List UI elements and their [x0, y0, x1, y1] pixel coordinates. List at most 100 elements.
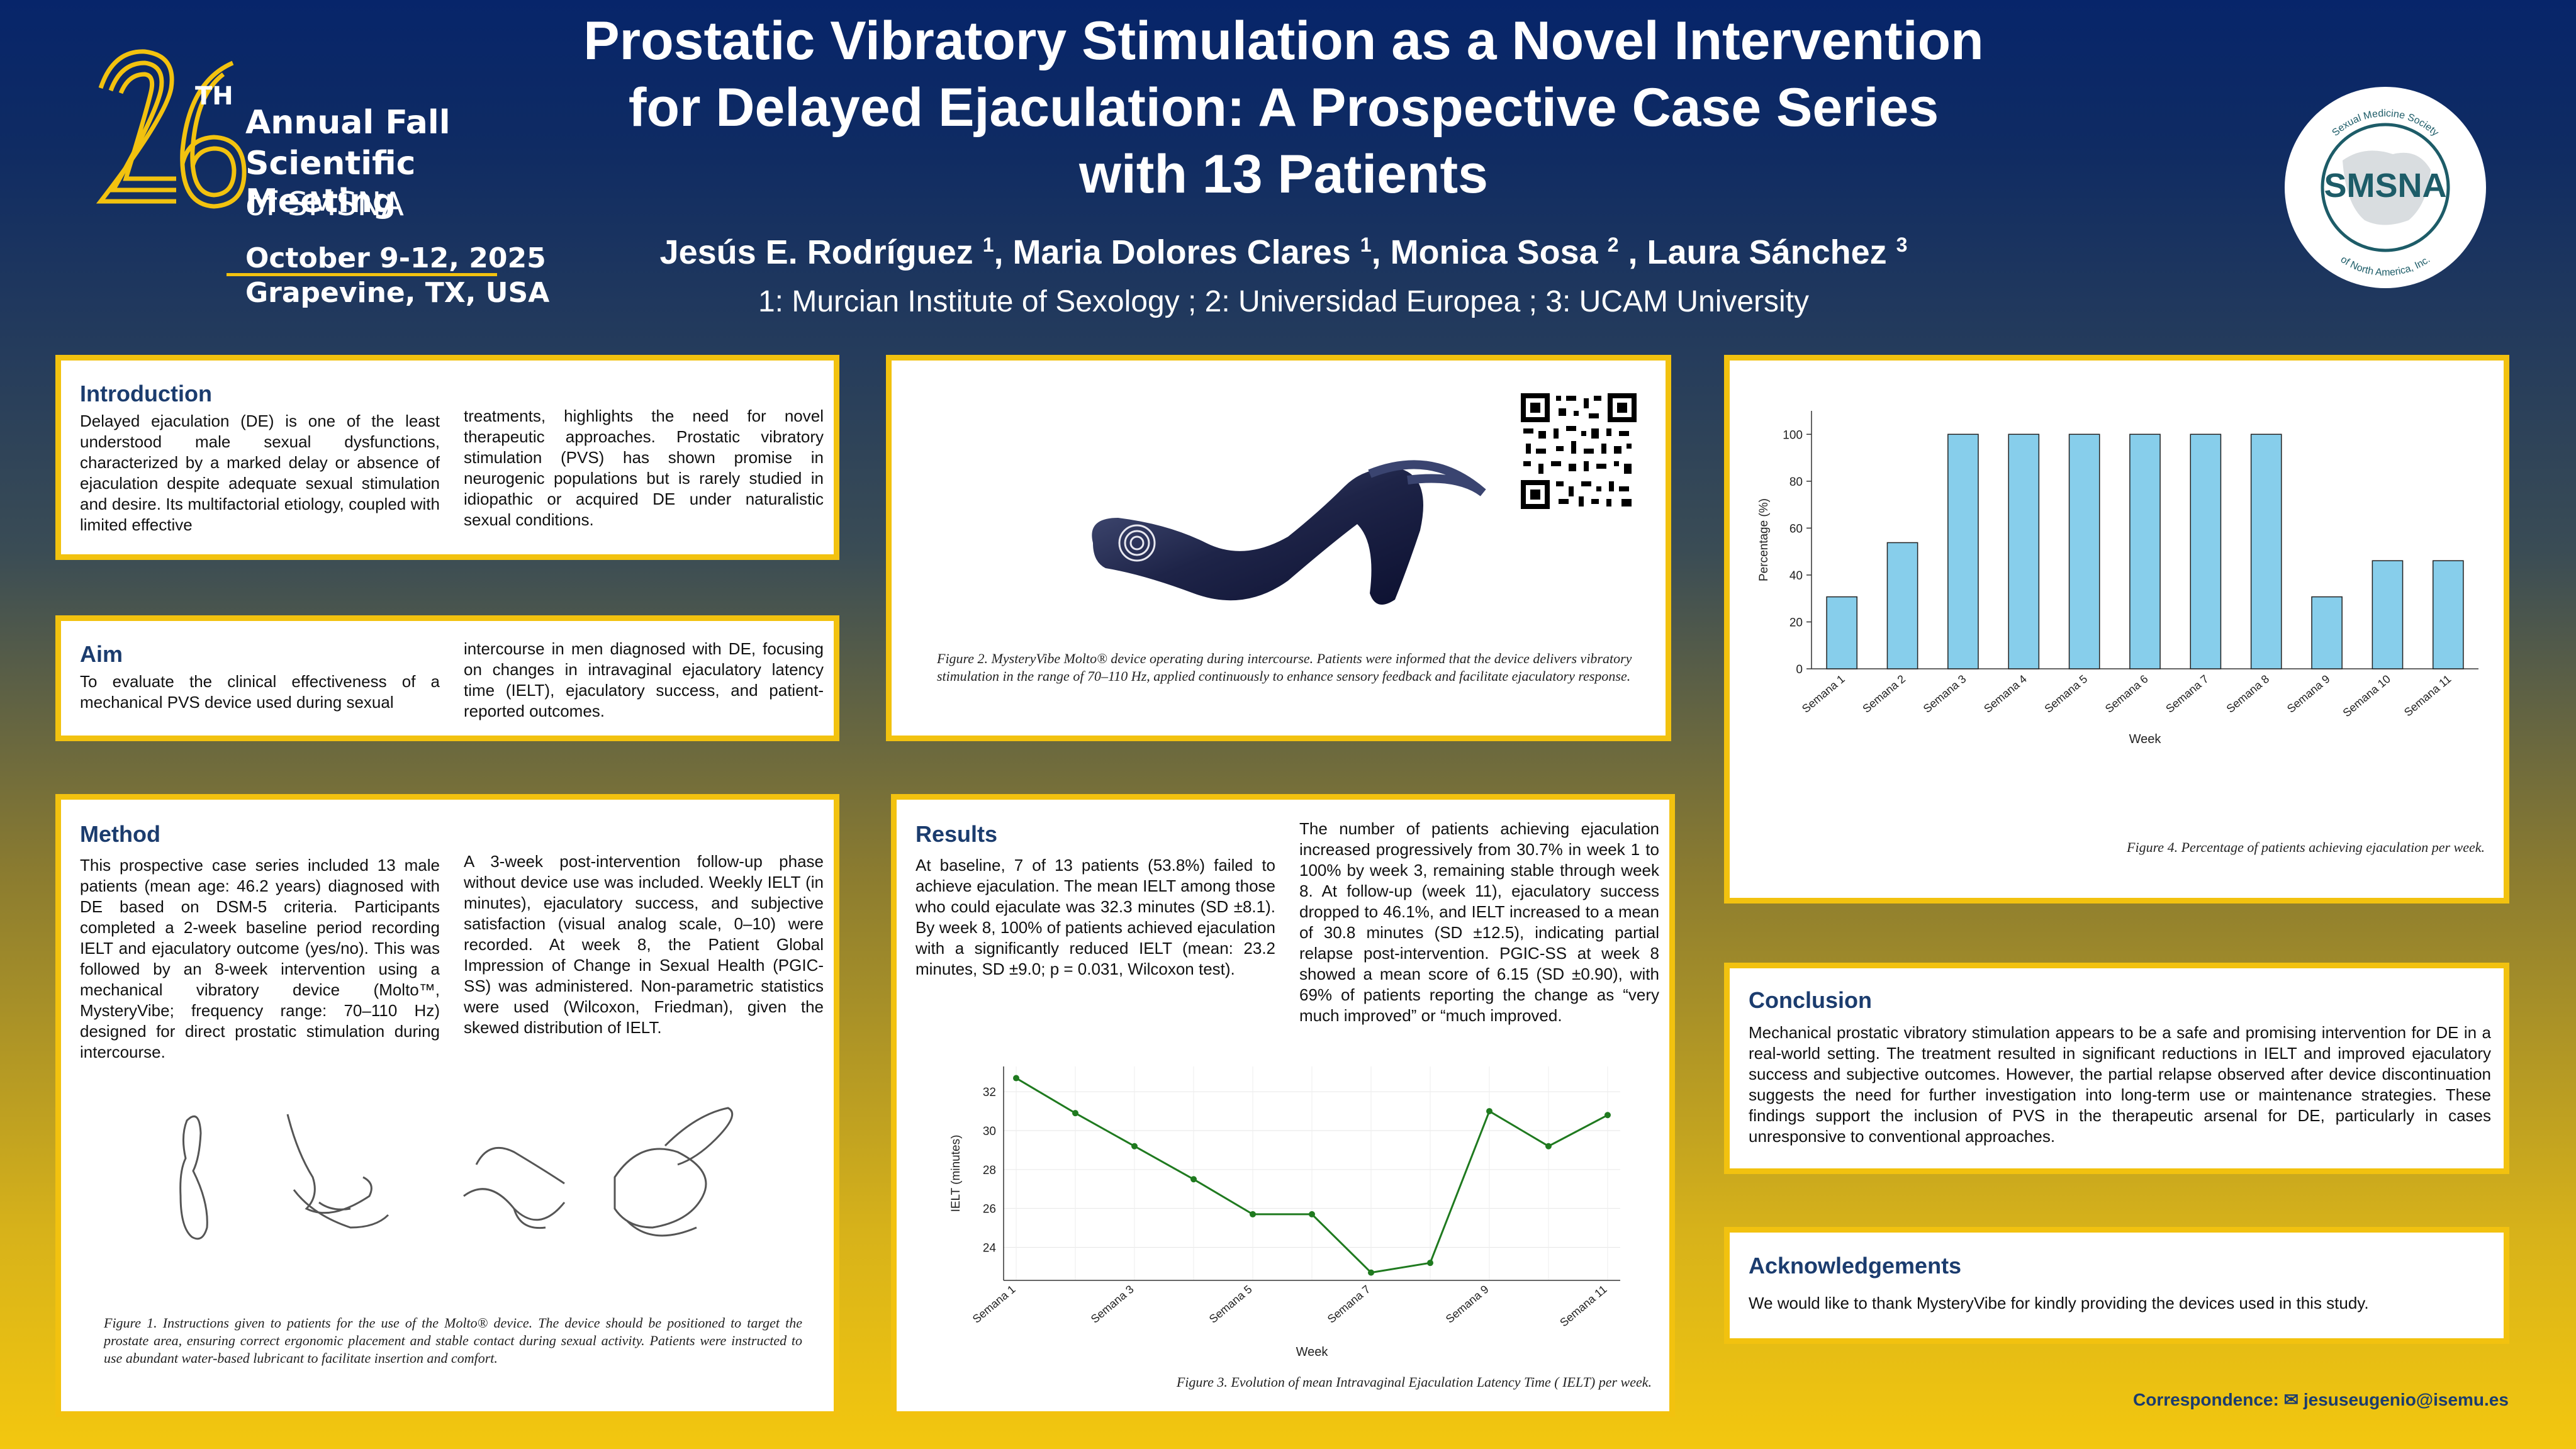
ielt-point — [1309, 1211, 1315, 1217]
introduction-panel: Introduction Delayed ejaculation (DE) is… — [55, 355, 839, 560]
figure4-caption: Figure 4. Percentage of patients achievi… — [2127, 839, 2485, 855]
x-tick-label: Semana 8 — [2224, 673, 2272, 715]
y-axis-label: IELT (minutes) — [949, 1135, 963, 1212]
conclusion-panel: Conclusion Mechanical prostatic vibrator… — [1724, 963, 2509, 1174]
x-axis-label: Week — [1296, 1345, 1329, 1356]
qr-code-icon[interactable] — [1521, 393, 1637, 509]
success-bar-chart: 0 20 40 60 80 100 Semana 1 Semana 2 Semana 3 Sema… — [1757, 411, 2478, 746]
x-tick-label: Semana 4 — [1981, 673, 2029, 715]
y-tick-label: 100 — [1783, 428, 1803, 442]
x-tick-label: Semana 6 — [2103, 673, 2151, 715]
meeting-number-suffix: TH — [195, 82, 233, 111]
aim-col1: To evaluate the clinical effectiveness o… — [80, 672, 440, 712]
meeting-line1: Annual Fall — [245, 104, 451, 142]
bar — [2008, 434, 2040, 669]
affiliations: 1: Murcian Institute of Sexology ; 2: Un… — [758, 285, 1810, 318]
conclusion-heading: Conclusion — [1749, 987, 1872, 1013]
x-tick-label: Semana 3 — [1921, 673, 1969, 715]
bar — [2372, 560, 2404, 669]
meeting-logo: TH 26 Annual Fall Scientific Meeting of … — [88, 44, 566, 315]
ielt-point — [1013, 1075, 1019, 1082]
title-line-1: Prostatic Vibratory Stimulation as a Nov… — [583, 11, 1984, 71]
meeting-line2: Scientific Meeting — [245, 145, 416, 220]
method-col1: This prospective case series included 13… — [80, 856, 440, 1061]
results-col1: At baseline, 7 of 13 patients (53.8%) fa… — [916, 856, 1275, 978]
aim-heading: Aim — [80, 641, 123, 667]
x-tick-label: Semana 9 — [2285, 673, 2332, 715]
author-name: Laura Sánchez — [1647, 233, 1887, 271]
y-tick-label: 80 — [1789, 476, 1803, 489]
authors-line: Jesús E. Rodríguez 1, Maria Dolores Clar… — [659, 233, 1908, 271]
method-col2: A 3-week post-intervention follow-up pha… — [464, 852, 824, 1037]
method-heading: Method — [80, 821, 160, 847]
ielt-point — [1545, 1143, 1552, 1150]
x-tick-label: Semana 10 — [2341, 673, 2393, 720]
correspondence-email[interactable]: jesuseugenio@isemu.es — [2303, 1390, 2509, 1409]
x-tick-label: Semana 7 — [1325, 1283, 1373, 1326]
x-tick-label: Semana 9 — [1443, 1283, 1491, 1326]
correspondence-label: Correspondence: — [2133, 1390, 2279, 1409]
bar — [1947, 434, 1979, 669]
smsna-badge: SMSNA Sexual Medicine Society of North A… — [2285, 87, 2486, 288]
mail-icon: ✉ — [2283, 1390, 2299, 1409]
x-tick-label: Semana 5 — [1207, 1283, 1255, 1326]
acknowledgements-text: We would like to thank MysteryVibe for k… — [1749, 1294, 2369, 1312]
device-figure-panel: Figure 2. MysteryVibe Molto® device oper… — [886, 355, 1671, 741]
correspondence: Correspondence: ✉ jesuseugenio@isemu.es — [2133, 1389, 2509, 1410]
author-sup: 3 — [1896, 233, 1908, 256]
figure2-caption: Figure 2. MysteryVibe Molto® device oper… — [937, 651, 1632, 684]
bar — [2432, 560, 2464, 669]
y-tick-label: 32 — [983, 1086, 996, 1099]
meeting-location: Grapevine, TX, USA — [245, 277, 550, 309]
y-tick-label: 24 — [983, 1241, 997, 1255]
title-line-3: with 13 Patients — [1079, 144, 1488, 204]
ielt-point — [1368, 1269, 1374, 1276]
ielt-point — [1072, 1110, 1078, 1117]
x-tick-label: Semana 11 — [1557, 1283, 1609, 1329]
poster-title: Prostatic Vibratory Stimulation as a Nov… — [453, 8, 2114, 208]
y-tick-label: 40 — [1789, 569, 1803, 583]
ielt-point — [1604, 1112, 1611, 1119]
figure3-caption: Figure 3. Evolution of mean Intravaginal… — [1176, 1374, 1652, 1390]
acknowledgements-heading: Acknowledgements — [1749, 1253, 1962, 1278]
author-sup: 1 — [1360, 233, 1372, 256]
smsna-logo: SMSNA Sexual Medicine Society of North A… — [2283, 85, 2488, 290]
bar — [2129, 434, 2161, 669]
aim-panel: Aim To evaluate the clinical effectivene… — [55, 615, 839, 741]
ielt-point — [1486, 1108, 1492, 1115]
y-axis-label: Percentage (%) — [1757, 498, 1771, 581]
title-line-2: for Delayed Ejaculation: A Prospective C… — [628, 77, 1939, 138]
ielt-point — [1427, 1260, 1433, 1267]
ielt-point — [1250, 1211, 1256, 1217]
figure4-panel: 0 20 40 60 80 100 Semana 1 Semana 2 Semana 3 Sema… — [1724, 355, 2509, 904]
x-axis-label: Week — [2129, 732, 2162, 746]
bar — [2250, 434, 2282, 669]
x-tick-label: Semana 1 — [970, 1283, 1018, 1326]
introduction-col2: treatments, highlights the need for nove… — [464, 406, 824, 529]
bar — [1826, 596, 1858, 669]
ielt-point — [1131, 1143, 1138, 1150]
y-tick-label: 28 — [983, 1164, 996, 1177]
bar — [2068, 434, 2100, 669]
method-panel: Method This prospective case series incl… — [55, 794, 839, 1417]
results-panel: Results At baseline, 7 of 13 patients (5… — [891, 794, 1675, 1417]
introduction-heading: Introduction — [80, 381, 212, 406]
aim-col2: intercourse in men diagnosed with DE, fo… — [464, 639, 824, 720]
device-outline-icon — [179, 1115, 208, 1240]
y-tick-label: 60 — [1789, 522, 1803, 535]
author-sup: 2 — [1607, 233, 1619, 256]
y-tick-label: 0 — [1796, 663, 1803, 676]
x-tick-label: Semana 7 — [2163, 673, 2211, 715]
author-name: Maria Dolores Clares — [1012, 233, 1351, 271]
acknowledgements-panel: Acknowledgements We would like to thank … — [1724, 1227, 2509, 1344]
ielt-line-chart: 24 26 28 30 32 Semana 1 Semana 3 Semana 5 Semana… — [949, 1066, 1620, 1356]
meeting-dates: October 9-12, 2025 — [245, 242, 546, 274]
molto-device-image — [1092, 460, 1486, 605]
y-tick-label: 20 — [1789, 616, 1803, 629]
y-tick-label: 30 — [983, 1125, 996, 1138]
figure1-caption: Figure 1. Instructions given to patients… — [104, 1315, 802, 1366]
bar — [2311, 596, 2343, 669]
number-26-graphic — [96, 49, 247, 209]
conclusion-text: Mechanical prostatic vibratory stimulati… — [1749, 1023, 2491, 1146]
introduction-col1: Delayed ejaculation (DE) is one of the l… — [80, 411, 440, 534]
